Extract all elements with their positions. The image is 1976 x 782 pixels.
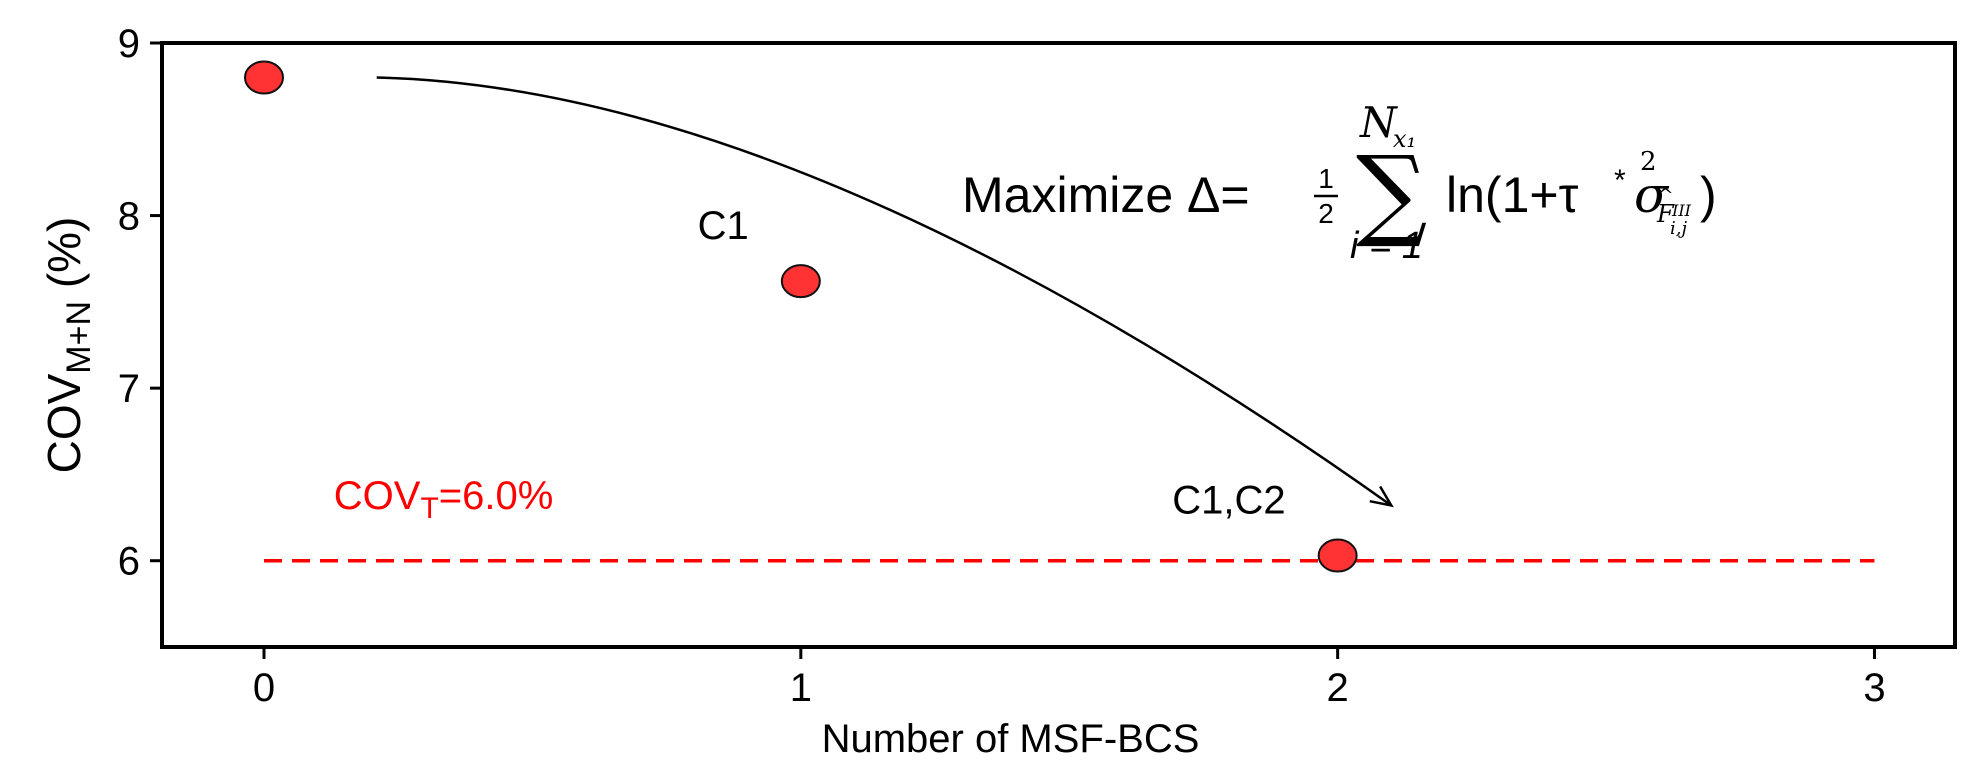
- trend-arrow-head: [1369, 485, 1394, 508]
- formula-body-start: ln(1+τ: [1446, 167, 1579, 223]
- formula-frac-den: 2: [1318, 198, 1334, 229]
- formula-sigma: σ: [1634, 166, 1670, 224]
- trend-arrow-line: [376, 76, 1393, 507]
- x-tick-label: 1: [790, 666, 812, 710]
- y-axis-label: COVM+N (%): [38, 217, 98, 474]
- formula-sigma-sub-sup: III: [1671, 201, 1692, 220]
- y-axis-label-base: COV: [38, 373, 90, 473]
- plot-frame: [160, 41, 1957, 649]
- threshold-label: COVT=6.0%: [334, 474, 554, 525]
- y-axis-label-subscript: M+N: [60, 301, 98, 374]
- formula-sum-upper-sub: x₁: [1393, 125, 1416, 153]
- formula-body-end: ): [1700, 167, 1717, 223]
- formula-sum-lower: i = 1: [1350, 225, 1423, 267]
- objective-formula: Maximize Δ= 1 2 ∑ N x₁ i = 1 ln(1+τ * 2 …: [962, 98, 1717, 267]
- trend-arrow-group: [376, 76, 1394, 508]
- point-label: C1: [698, 204, 749, 248]
- y-tick-label: 7: [118, 367, 140, 411]
- y-tick-label: 8: [118, 195, 140, 239]
- x-axis-label: Number of MSF-BCS: [822, 717, 1200, 761]
- formula-square: 2: [1640, 147, 1657, 177]
- threshold-label-suffix: =6.0%: [439, 474, 554, 518]
- ticks: 0 1 2 3 6 7 8 9: [118, 22, 1886, 710]
- points: C1 C1,C2: [243, 60, 1358, 573]
- y-axis-label-suffix: (%): [38, 217, 90, 301]
- x-tick-label: 2: [1327, 666, 1349, 710]
- formula-sigma-sub: F: [1656, 200, 1675, 228]
- x-tick-label: 0: [253, 666, 275, 710]
- data-point: [243, 60, 284, 95]
- formula-sigma-sub-sub: i,j: [1670, 218, 1687, 239]
- y-tick-label: 9: [118, 22, 140, 66]
- formula-prefix: Maximize Δ=: [962, 167, 1250, 223]
- threshold-label-subscript: T: [420, 492, 438, 525]
- data-point: [780, 264, 821, 299]
- formula-sum-upper: N: [1359, 98, 1398, 147]
- threshold-label-base: COV: [334, 474, 421, 518]
- formula-hat: ^: [1657, 183, 1674, 207]
- formula-star: *: [1614, 164, 1626, 197]
- formula-sum-sign: ∑: [1356, 134, 1427, 251]
- y-tick-label: 6: [118, 540, 140, 584]
- data-point: [1317, 538, 1358, 573]
- point-label: C1,C2: [1172, 479, 1285, 523]
- formula-frac-num: 1: [1318, 163, 1334, 194]
- x-tick-label: 3: [1863, 666, 1885, 710]
